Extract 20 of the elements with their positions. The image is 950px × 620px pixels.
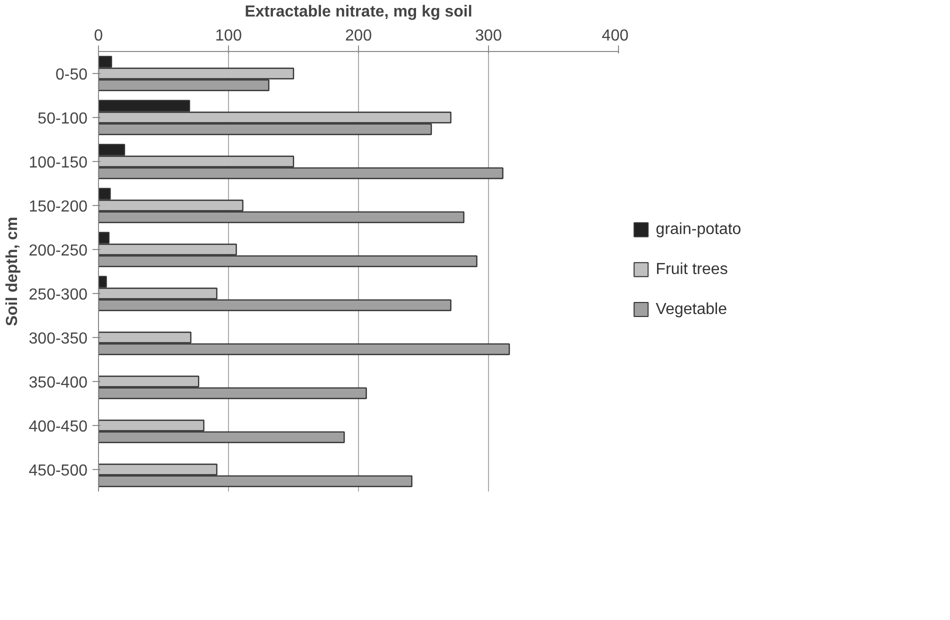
y-tick-label: 150-200 <box>28 198 88 216</box>
y-tick-label: 100-150 <box>28 154 88 172</box>
y-tick-label: 200-250 <box>28 242 88 260</box>
x-tick-label: 0 <box>94 28 104 44</box>
y-tick-label: 0-50 <box>55 66 88 84</box>
y-tick-label: 250-300 <box>28 286 88 304</box>
y-tick-label: 450-500 <box>28 462 88 480</box>
x-tick-label: 200 <box>345 28 372 44</box>
y-axis-title: Soil depth, cm <box>4 216 21 326</box>
legend-label: grain-potato <box>656 221 742 238</box>
x-axis-title: Extractable nitrate, mg kg soil <box>244 4 472 20</box>
y-tick-label: 400-450 <box>28 418 88 436</box>
y-tick-label: 50-100 <box>38 110 88 128</box>
legend-label: Vegetable <box>656 300 728 318</box>
x-tick-label: 400 <box>602 28 629 44</box>
y-tick-label: 350-400 <box>28 374 88 392</box>
y-tick-label: 300-350 <box>28 330 88 348</box>
x-tick-label: 300 <box>475 28 502 44</box>
x-tick-label: 100 <box>215 28 242 44</box>
legend-label: Fruit trees <box>656 261 728 278</box>
